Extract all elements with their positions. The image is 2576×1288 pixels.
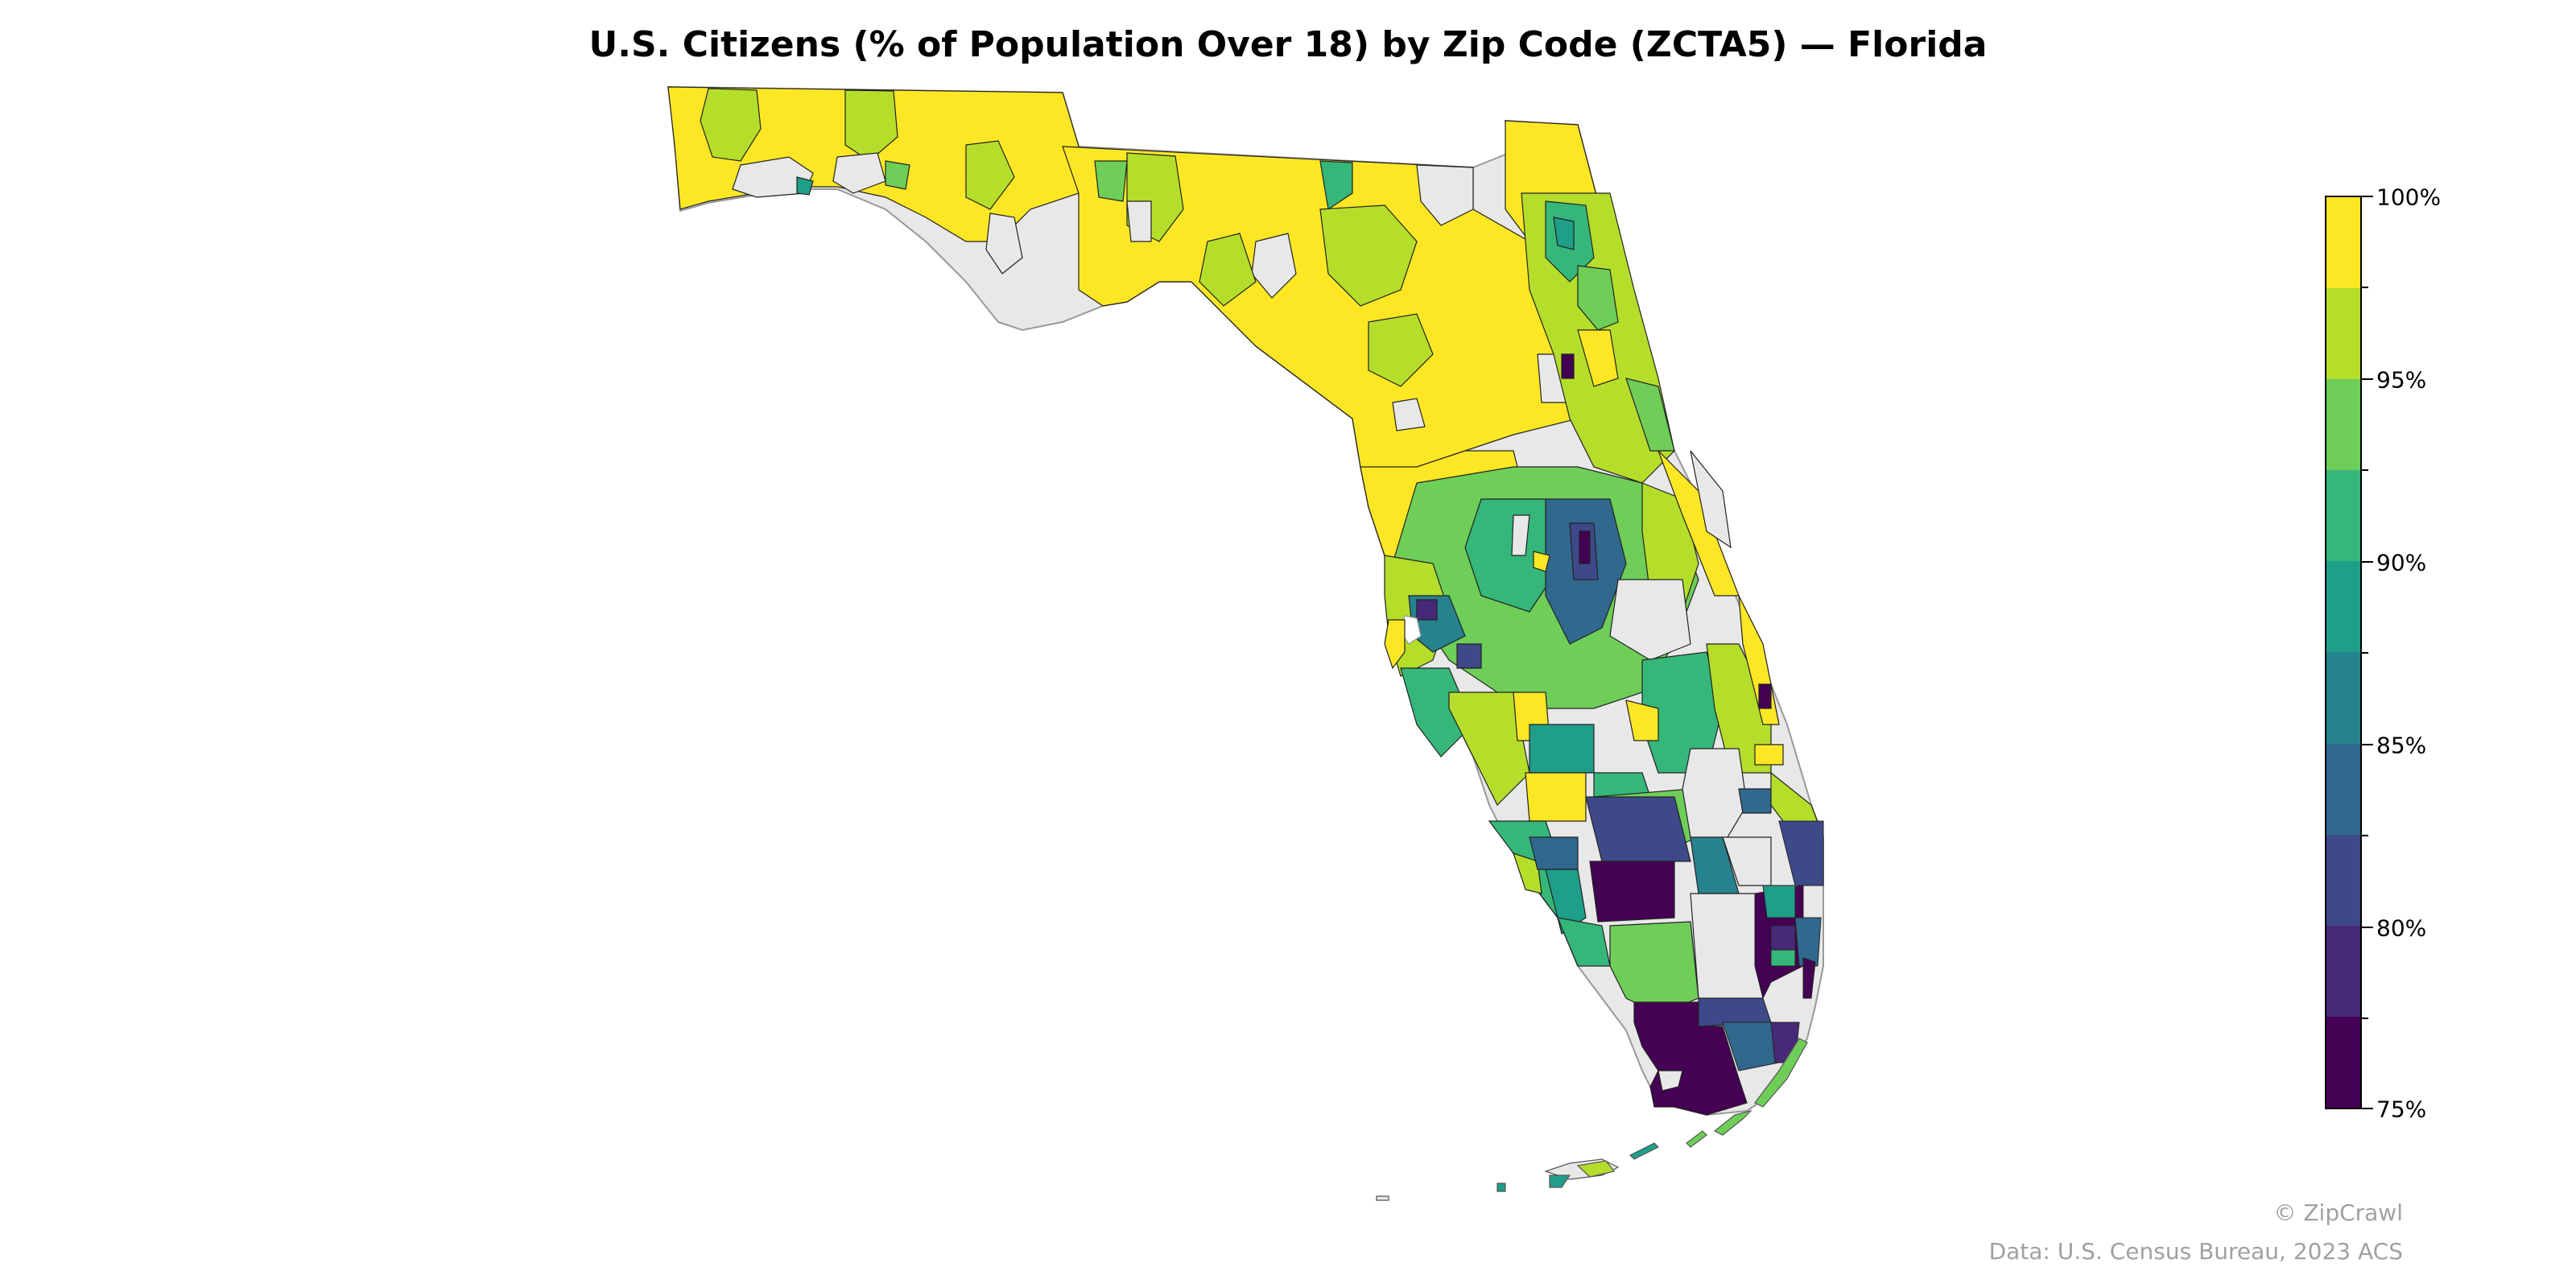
colorbar-tick: [2362, 744, 2373, 745]
region-northeast: [1521, 192, 1675, 484]
colorbar-bin-92-95: [2326, 379, 2360, 471]
colorbar-tick: [2362, 1108, 2373, 1109]
colorbar-tick: [2362, 469, 2368, 471]
colorbar-bin-80-82: [2326, 834, 2360, 926]
region-southwest: [1488, 796, 1772, 1015]
data-source-credit: Data: U.S. Census Bureau, 2023 ACS: [1988, 1238, 2403, 1265]
colorbar-bin-90-92: [2326, 470, 2360, 562]
region-south-central: [1448, 595, 1824, 854]
region-panhandle: [667, 86, 1080, 275]
colorbar-tick: [2362, 835, 2368, 836]
colorbar-tick: [2362, 287, 2368, 288]
colorbar-tick: [2362, 652, 2368, 654]
colorbar-bin-82-85: [2326, 743, 2360, 835]
region-north: [1062, 120, 1619, 500]
region-everglades: [1633, 1001, 1748, 1116]
brand-credit: © ZipCrawl: [2273, 1199, 2403, 1226]
region-tampa: [1384, 555, 1482, 758]
colorbar-tick-label-95: 95%: [2376, 366, 2427, 394]
map-title: U.S. Citizens (% of Population Over 18) …: [588, 24, 1988, 65]
colorbar-bin-75-77: [2326, 1016, 2360, 1108]
colorbar-tick-label-80: 80%: [2376, 914, 2427, 942]
colorbar-tick-label-100: 100%: [2376, 184, 2442, 211]
colorbar-tick-label-85: 85%: [2376, 732, 2427, 759]
colorbar-bin-87-90: [2326, 561, 2360, 653]
region-keys: [1376, 1038, 1808, 1201]
colorbar-tick: [2362, 378, 2373, 380]
colorbar-tick-label-75: 75%: [2376, 1096, 2427, 1123]
colorbar-tick: [2362, 196, 2373, 197]
colorbar-tick: [2362, 561, 2373, 563]
colorbar: [2325, 196, 2362, 1109]
colorbar-bin-95-97: [2326, 288, 2360, 380]
colorbar-tick-label-90: 90%: [2376, 549, 2427, 576]
colorbar-tick: [2362, 1018, 2368, 1019]
colorbar-bin-77-80: [2326, 925, 2360, 1017]
colorbar-tick: [2362, 927, 2373, 928]
colorbar-bin-85-87: [2326, 652, 2360, 744]
colorbar-bin-97-100: [2326, 197, 2360, 289]
